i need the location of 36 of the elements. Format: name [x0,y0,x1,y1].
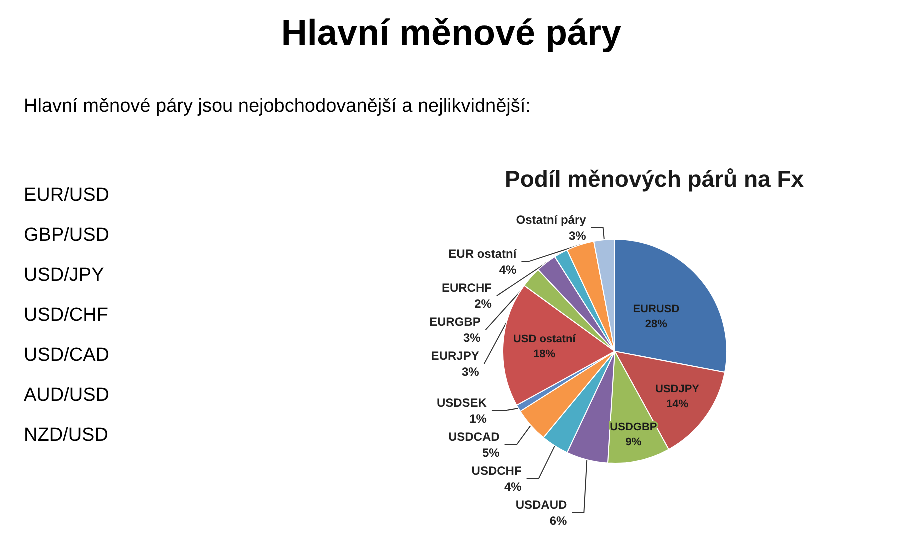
slice-label: USDJPY [656,383,700,396]
slice-label: USDSEK [436,396,488,410]
data-label: 3% [464,331,482,346]
slice-label: USDGBP [610,422,658,434]
slice-label: EURCHF [442,281,492,296]
chart-title: Hlavní měnové páry [280,12,623,54]
text: Podíl měnových párů na Fx [505,166,804,193]
text: EUR/USD [24,184,110,208]
slice-label: EURJPY [431,349,480,364]
slice-label: EURUSD [633,304,680,316]
text: USD/JPY [24,264,106,288]
text: USD/CHF [24,304,110,328]
data-label: 2% [474,297,492,312]
data-label: 3% [462,365,480,380]
slice-label: EURGBP [430,315,481,330]
data-label: 18% [534,348,556,361]
text: USD/CAD [24,344,110,368]
data-label: 4% [504,480,522,494]
slice-label: USDCHF [472,464,522,478]
data-label: 5% [482,446,500,460]
data-label: 4% [499,263,518,278]
text: GBP/USD [24,224,110,248]
text: NZD/USD [24,424,110,448]
slice-label: USD ostatní [513,334,577,346]
slice-label: EUR ostatní [448,247,518,262]
slice-label: USDCAD [448,430,500,444]
slice-label: Ostatní páry [516,213,587,228]
data-label: 6% [550,514,568,528]
data-label: 3% [568,229,587,244]
data-label: 28% [645,318,668,331]
data-label: 14% [666,398,689,410]
data-label: 9% [626,436,642,449]
data-label: 1% [470,412,488,426]
text: Hlavní měnové páry jsou nejobchodovanější a nejlikvidnější: [24,96,531,118]
text: AUD/USD [24,384,110,408]
slice-label: USDAUD [516,498,568,512]
